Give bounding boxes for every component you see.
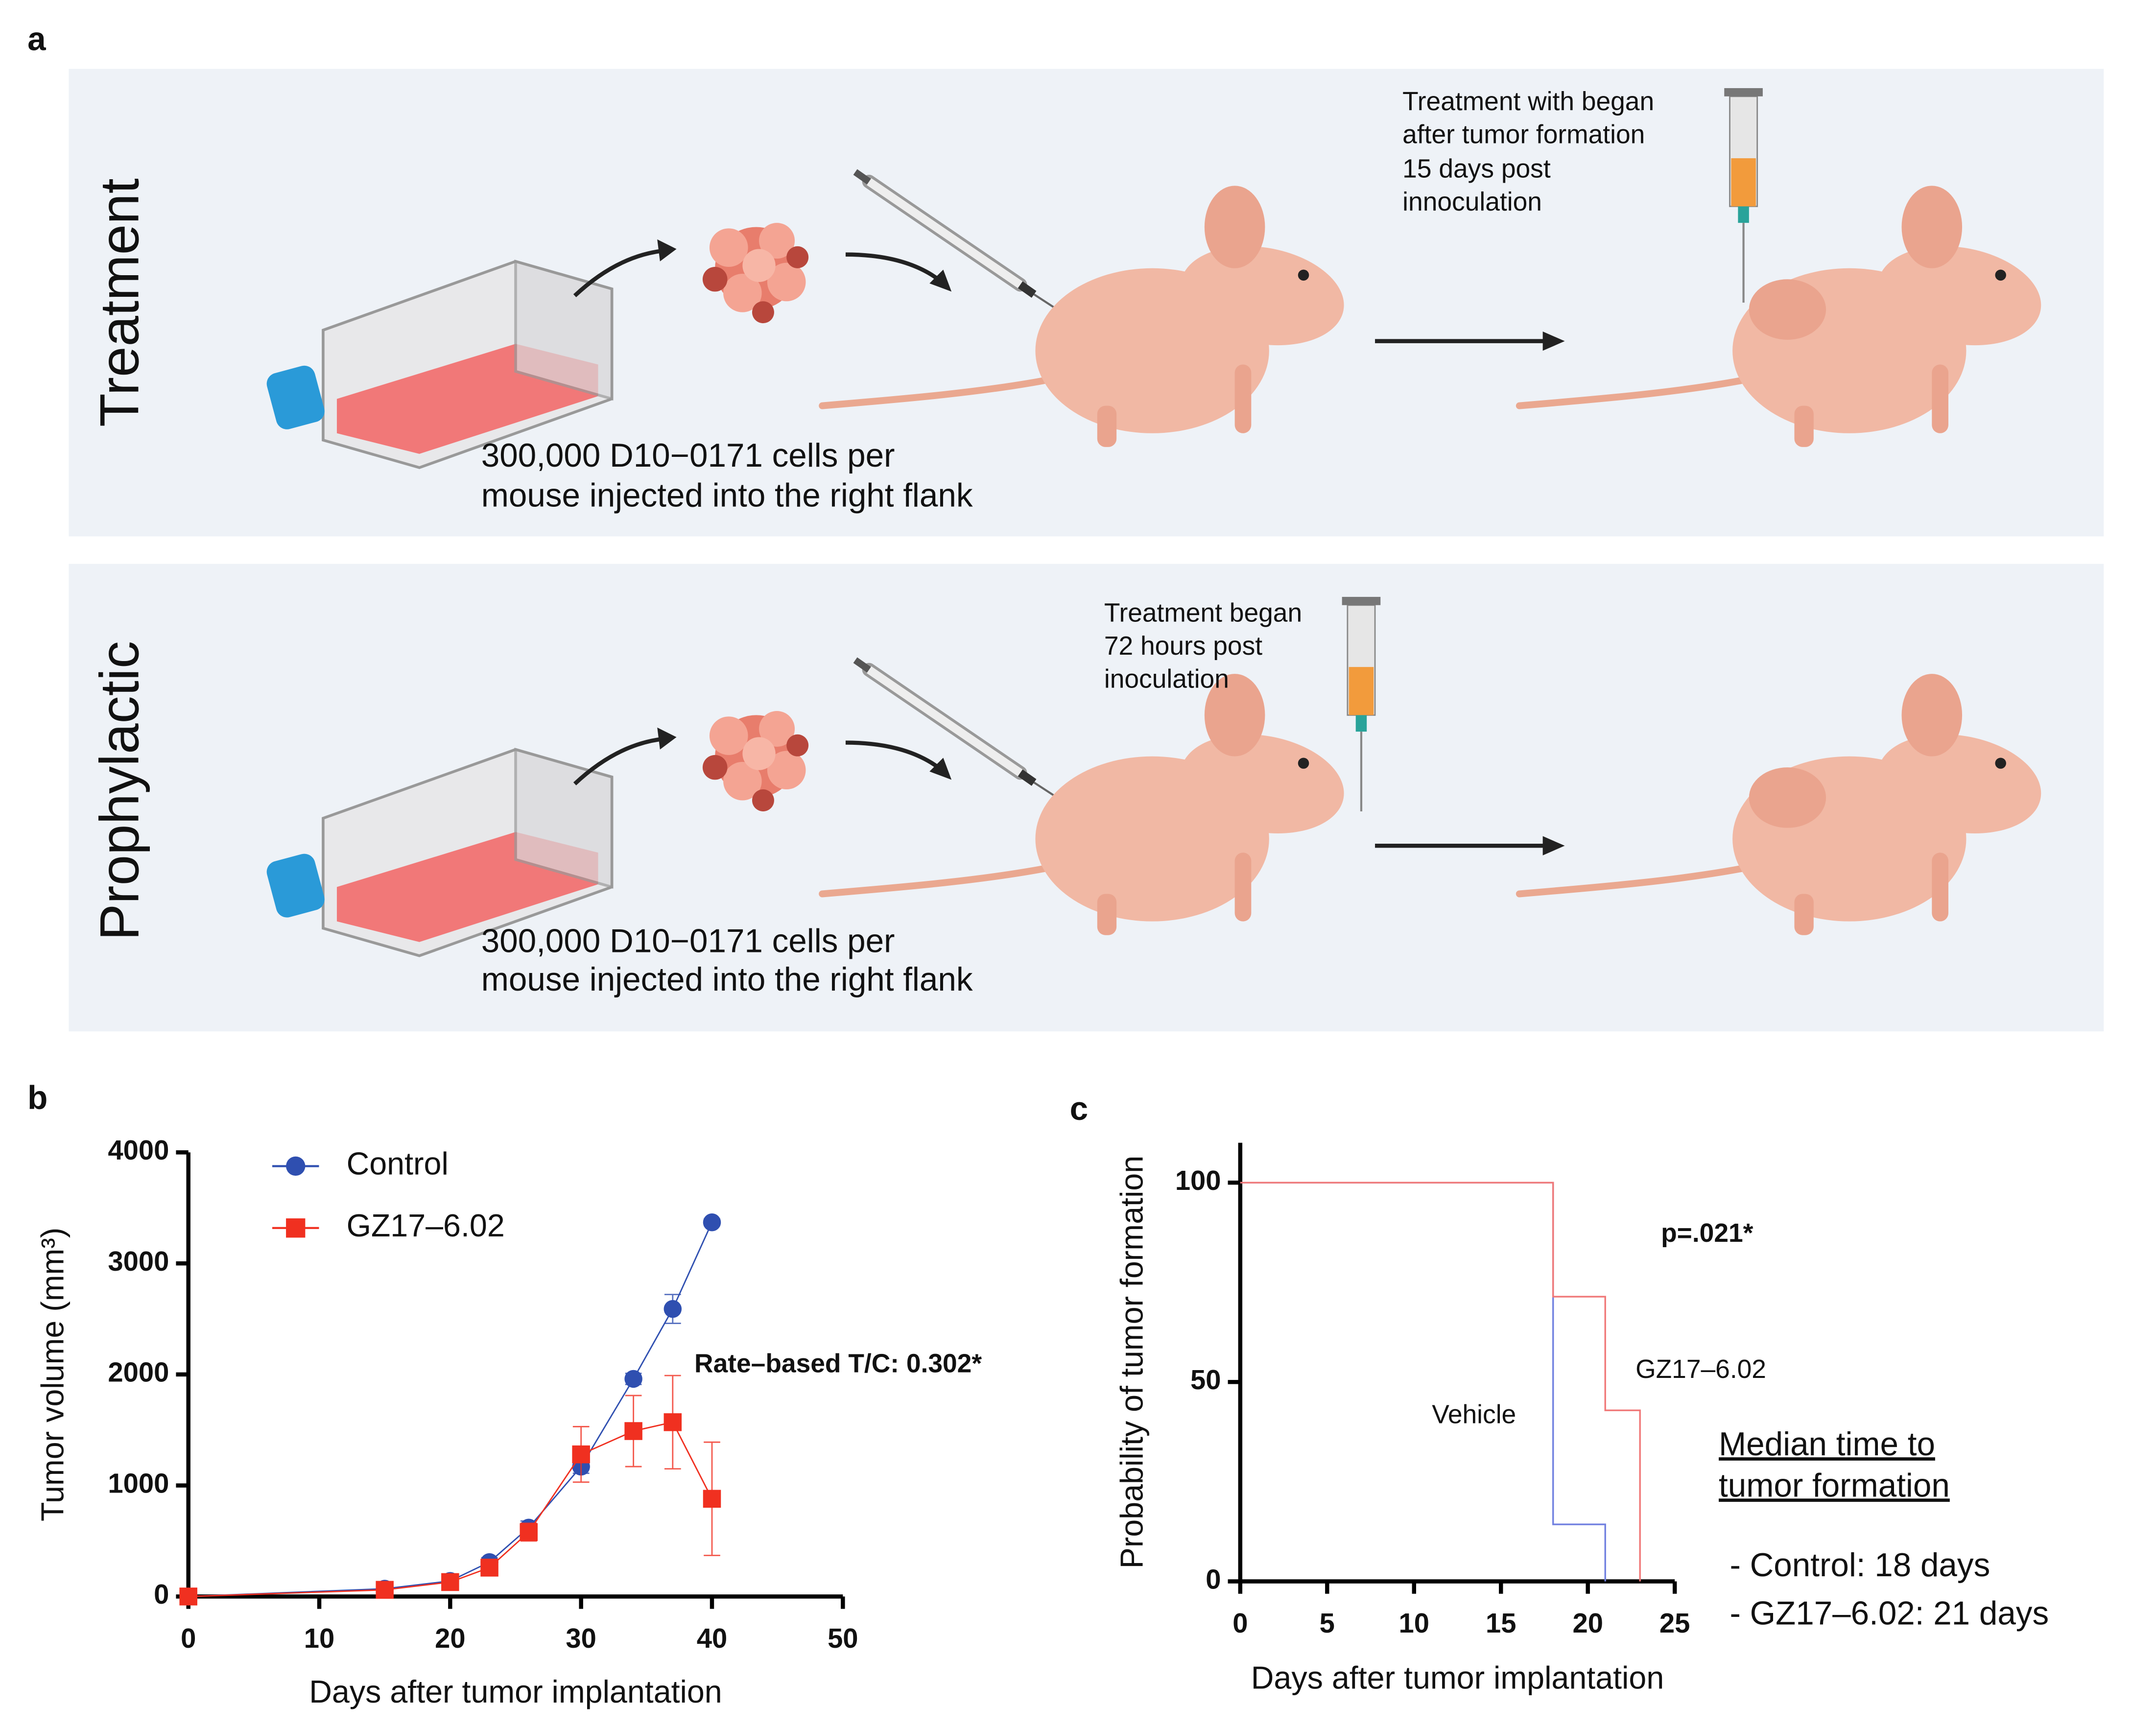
- row-label: Prophylactic: [88, 641, 150, 941]
- series-line: [1240, 1182, 1641, 1582]
- marker: [624, 1422, 642, 1440]
- marker: [179, 1588, 197, 1606]
- note: Treatment began: [1104, 599, 1302, 628]
- legend-label: Control: [347, 1146, 449, 1182]
- legend-label: GZ17–6.02: [347, 1208, 505, 1243]
- arrow: [573, 248, 667, 298]
- series-label: GZ17–6.02: [1635, 1355, 1766, 1384]
- note: inoculation: [1104, 664, 1229, 693]
- y-axis-label: Probability of tumor formation: [1114, 1156, 1150, 1568]
- marker: [703, 1213, 721, 1232]
- y-tick-label: 0: [154, 1579, 169, 1610]
- arrow: [845, 252, 944, 284]
- legend-marker: [286, 1218, 306, 1238]
- x-tick-label: 20: [435, 1623, 465, 1654]
- arrowhead: [929, 269, 952, 292]
- marker: [480, 1559, 498, 1577]
- caption: mouse injected into the right flank: [481, 477, 973, 514]
- note: Treatment with began: [1402, 87, 1654, 116]
- series-line: [1240, 1182, 1606, 1582]
- y-tick-label: 0: [1206, 1564, 1221, 1594]
- y-tick-label: 1000: [108, 1468, 169, 1498]
- annotation: Rate–based T/C: 0.302*: [694, 1350, 982, 1378]
- y-tick-label: 2000: [108, 1357, 169, 1388]
- arrowhead: [1542, 836, 1565, 855]
- x-axis-label: Days after tumor implantation: [1251, 1660, 1664, 1696]
- x-tick-label: 0: [181, 1623, 196, 1654]
- diagram-row: Prophylactic 300,000 D10−0171 cells per …: [69, 564, 2104, 1032]
- marker: [703, 1490, 721, 1508]
- y-tick-label: 4000: [108, 1135, 169, 1165]
- x-tick-label: 10: [304, 1623, 334, 1654]
- marker: [663, 1300, 682, 1318]
- x-tick-label: 0: [1232, 1608, 1248, 1638]
- note: innoculation: [1402, 188, 1542, 216]
- x-tick-label: 20: [1572, 1608, 1603, 1638]
- x-tick-label: 5: [1320, 1608, 1335, 1638]
- marker: [572, 1445, 590, 1464]
- arrowhead: [657, 727, 677, 750]
- row-label: Treatment: [88, 178, 150, 427]
- caption: 300,000 D10−0171 cells per: [481, 923, 895, 959]
- marker: [624, 1370, 642, 1388]
- diagram-row: Treatment 300,000 D10−0171 cells per mou…: [69, 69, 2104, 537]
- tumor-icon: [1749, 279, 1826, 340]
- x-tick-label: 50: [828, 1623, 858, 1654]
- x-tick-label: 25: [1659, 1608, 1690, 1638]
- y-tick-label: 50: [1190, 1364, 1221, 1395]
- arrowhead: [929, 758, 952, 780]
- marker: [520, 1523, 538, 1541]
- side-item: - Control: 18 days: [1730, 1547, 1990, 1584]
- caption: mouse injected into the right flank: [481, 961, 973, 998]
- note: 72 hours post: [1104, 632, 1262, 661]
- arrow: [573, 736, 667, 785]
- caption: 300,000 D10−0171 cells per: [481, 437, 895, 474]
- arrowhead: [1542, 331, 1565, 351]
- arrowhead: [657, 239, 677, 261]
- annotation: p=.021*: [1661, 1219, 1753, 1248]
- x-tick-label: 40: [697, 1623, 727, 1654]
- note: 15 days post: [1402, 155, 1551, 184]
- marker: [441, 1573, 459, 1591]
- panel-label: b: [27, 1079, 47, 1116]
- tumor-icon: [1749, 767, 1826, 828]
- y-axis-label: Tumor volume (mm³): [35, 1228, 70, 1521]
- legend-marker: [286, 1156, 306, 1176]
- marker: [376, 1581, 394, 1599]
- side-item: - GZ17–6.02: 21 days: [1730, 1595, 2049, 1632]
- y-tick-label: 100: [1175, 1165, 1221, 1196]
- arrow: [845, 740, 944, 772]
- panel-label: a: [27, 21, 46, 57]
- x-tick-label: 10: [1399, 1608, 1429, 1638]
- x-axis-label: Days after tumor implantation: [309, 1674, 722, 1709]
- note: after tumor formation: [1402, 120, 1645, 149]
- x-tick-label: 30: [566, 1623, 596, 1654]
- panel-label: c: [1070, 1090, 1088, 1127]
- side-heading: Median time to: [1719, 1426, 1935, 1463]
- side-heading: tumor formation: [1719, 1467, 1950, 1504]
- series-label: Vehicle: [1432, 1400, 1516, 1429]
- marker: [663, 1413, 682, 1431]
- y-tick-label: 3000: [108, 1246, 169, 1277]
- x-tick-label: 15: [1486, 1608, 1516, 1638]
